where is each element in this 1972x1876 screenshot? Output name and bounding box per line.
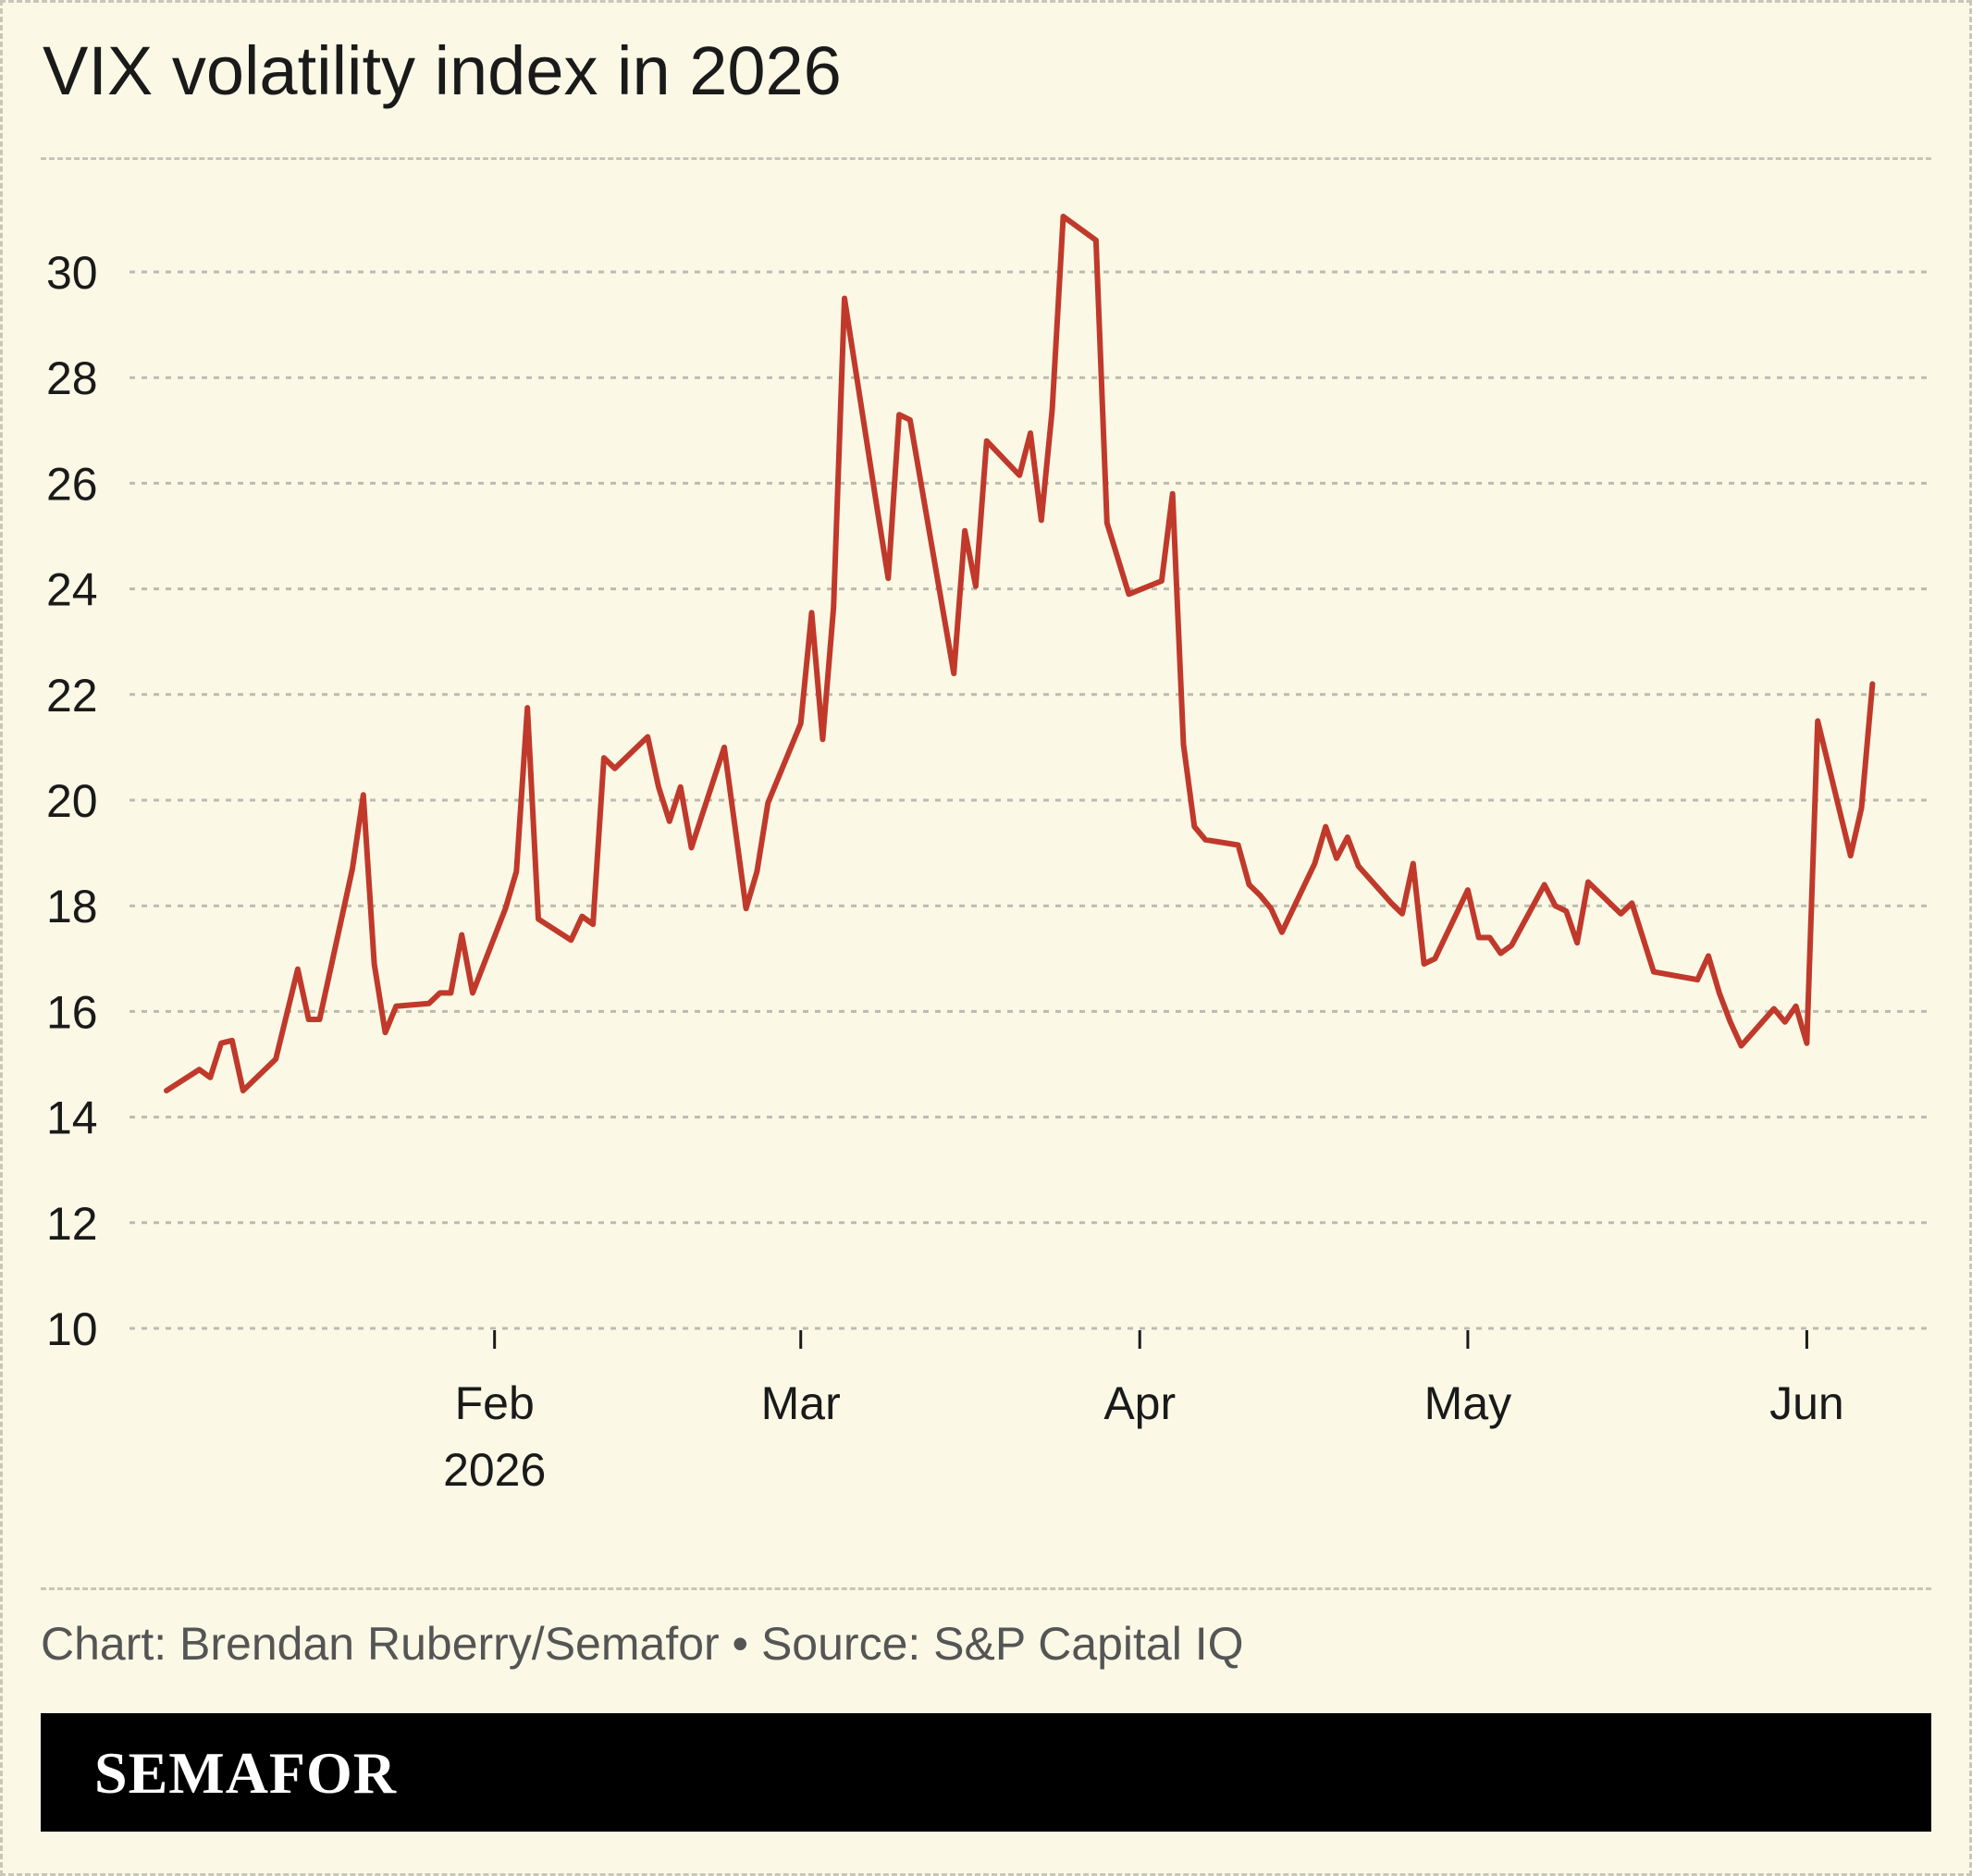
x-tick-label-jun: Jun bbox=[1769, 1377, 1844, 1429]
y-tick-label-26: 26 bbox=[46, 458, 98, 510]
header-divider bbox=[41, 157, 1931, 160]
x-tick-label-mar: Mar bbox=[761, 1377, 841, 1429]
y-tick-label-10: 10 bbox=[46, 1303, 98, 1355]
y-tick-label-30: 30 bbox=[46, 247, 98, 299]
x-tick-label-apr: Apr bbox=[1103, 1377, 1176, 1429]
series-line-vix bbox=[164, 214, 1876, 1093]
brand-bar: SEMAFOR bbox=[41, 1713, 1931, 1832]
y-tick-label-16: 16 bbox=[46, 986, 98, 1038]
x-tick-label-feb: Feb bbox=[455, 1377, 535, 1429]
y-tick-label-14: 14 bbox=[46, 1092, 98, 1144]
y-tick-label-28: 28 bbox=[46, 352, 98, 404]
y-tick-label-24: 24 bbox=[46, 564, 98, 616]
y-axis-ticks: 10 12 14 16 18 20 22 24 26 28 30 bbox=[46, 247, 98, 1355]
chart-title: VIX volatility index in 2026 bbox=[43, 32, 842, 109]
y-tick-label-18: 18 bbox=[46, 881, 98, 932]
footer-divider bbox=[41, 1587, 1931, 1590]
x-axis-ticks: Feb 2026 Mar Apr May Jun bbox=[443, 1330, 1844, 1496]
y-tick-label-12: 12 bbox=[46, 1198, 98, 1250]
semafor-logo: SEMAFOR bbox=[94, 1740, 397, 1806]
chart-credit: Chart: Brendan Ruberry/Semafor • Source:… bbox=[41, 1618, 1244, 1670]
line-chart: 10 12 14 16 18 20 22 24 26 28 30 Feb 2026 Mar Apr May J… bbox=[46, 214, 1931, 1496]
y-tick-label-22: 22 bbox=[46, 670, 98, 722]
x-tick-sublabel-feb: 2026 bbox=[443, 1444, 546, 1496]
series-layer bbox=[164, 214, 1876, 1093]
x-tick-label-may: May bbox=[1424, 1377, 1511, 1429]
y-tick-label-20: 20 bbox=[46, 775, 98, 827]
